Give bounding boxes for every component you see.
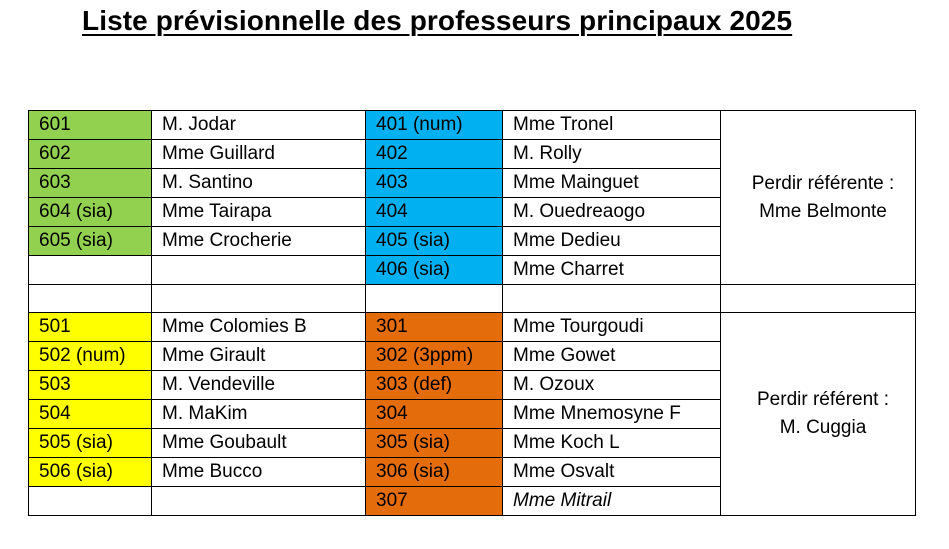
empty-cell: [502, 284, 721, 313]
teacher-cell: Mme Koch L: [502, 428, 721, 458]
class-cell: 605 (sia): [28, 226, 152, 256]
class-cell: 405 (sia): [365, 226, 503, 256]
table-row: 604 (sia) Mme Tairapa 404 M. Ouedreaogo: [28, 197, 916, 227]
table-row: 602 Mme Guillard 402 M. Rolly: [28, 139, 916, 169]
teacher-cell: Mme Gowet: [502, 341, 721, 371]
spacer-row: [28, 284, 916, 313]
empty-cell: [28, 284, 152, 313]
teacher-cell: Mme Goubault: [151, 428, 366, 458]
teacher-cell: Mme Bucco: [151, 457, 366, 487]
class-cell: 304: [365, 399, 503, 429]
teacher-cell: M. Ozoux: [502, 370, 721, 400]
class-cell: 402: [365, 139, 503, 169]
teacher-cell: Mme Guillard: [151, 139, 366, 169]
empty-cell: [28, 255, 152, 285]
teacher-cell: M. Vendeville: [151, 370, 366, 400]
class-cell: 403: [365, 168, 503, 198]
class-cell: 307: [365, 486, 503, 516]
table-row: 505 (sia) Mme Goubault 305 (sia) Mme Koc…: [28, 428, 916, 458]
referent-name: Mme Belmonte: [759, 200, 887, 222]
empty-cell: [151, 486, 366, 516]
table-row: 307 Mme Mitrail: [28, 486, 916, 516]
class-cell: 601: [28, 110, 152, 140]
teacher-cell: M. Jodar: [151, 110, 366, 140]
table-row: 603 M. Santino 403 Mme Mainguet: [28, 168, 916, 198]
teacher-cell: Mme Mainguet: [502, 168, 721, 198]
teacher-cell: Mme Tairapa: [151, 197, 366, 227]
table-row: 601 M. Jodar 401 (num) Mme Tronel Perdir…: [28, 110, 916, 285]
teacher-cell: Mme Girault: [151, 341, 366, 371]
teacher-cell: M. Rolly: [502, 139, 721, 169]
table-row: 506 (sia) Mme Bucco 306 (sia) Mme Osvalt: [28, 457, 916, 487]
class-cell: 302 (3ppm): [365, 341, 503, 371]
empty-cell: [151, 255, 366, 285]
class-cell: 501: [28, 312, 152, 342]
class-cell: 502 (num): [28, 341, 152, 371]
teacher-cell: Mme Colomies B: [151, 312, 366, 342]
teacher-cell: Mme Tourgoudi: [502, 312, 721, 342]
class-cell: 406 (sia): [365, 255, 503, 285]
teacher-cell: Mme Crocherie: [151, 226, 366, 256]
referent-name: M. Cuggia: [779, 417, 867, 438]
teacher-cell: M. Santino: [151, 168, 366, 198]
teacher-cell: Mme Mitrail: [502, 486, 721, 516]
page-title: Liste prévisionnelle des professeurs pri…: [82, 5, 793, 36]
teacher-cell: Mme Mnemosyne F: [502, 399, 721, 429]
class-cell: 306 (sia): [365, 457, 503, 487]
class-cell: 305 (sia): [365, 428, 503, 458]
teacher-cell: M. MaKim: [151, 399, 366, 429]
referent-cell-bottom: Perdir référent : M. Cuggia: [720, 312, 916, 516]
referent-label: Perdir référente :: [751, 172, 895, 194]
empty-cell: [151, 284, 366, 313]
class-cell: 401 (num): [365, 110, 503, 140]
class-cell: 604 (sia): [28, 197, 152, 227]
class-cell: 301: [365, 312, 503, 342]
class-cell: 603: [28, 168, 152, 198]
class-cell: 504: [28, 399, 152, 429]
teacher-cell: Mme Tronel: [502, 110, 721, 140]
teacher-cell: M. Ouedreaogo: [502, 197, 721, 227]
professeurs-table: 601 M. Jodar 401 (num) Mme Tronel Perdir…: [28, 110, 916, 516]
class-cell: 503: [28, 370, 152, 400]
referent-label: Perdir référent :: [757, 389, 889, 410]
class-cell: 303 (def): [365, 370, 503, 400]
empty-cell: [28, 486, 152, 516]
class-cell: 602: [28, 139, 152, 169]
teacher-cell: Mme Dedieu: [502, 226, 721, 256]
table-row: 605 (sia) Mme Crocherie 405 (sia) Mme De…: [28, 226, 916, 256]
table-row: 501 Mme Colomies B 301 Mme Tourgoudi Per…: [28, 312, 916, 516]
teacher-cell: Mme Charret: [502, 255, 721, 285]
teacher-cell: Mme Osvalt: [502, 457, 721, 487]
referent-cell-top: Perdir référente : Mme Belmonte: [720, 110, 916, 285]
class-cell: 404: [365, 197, 503, 227]
class-cell: 505 (sia): [28, 428, 152, 458]
empty-cell: [720, 284, 916, 313]
class-cell: 506 (sia): [28, 457, 152, 487]
table-row: 502 (num) Mme Girault 302 (3ppm) Mme Gow…: [28, 341, 916, 371]
empty-cell: [365, 284, 503, 313]
